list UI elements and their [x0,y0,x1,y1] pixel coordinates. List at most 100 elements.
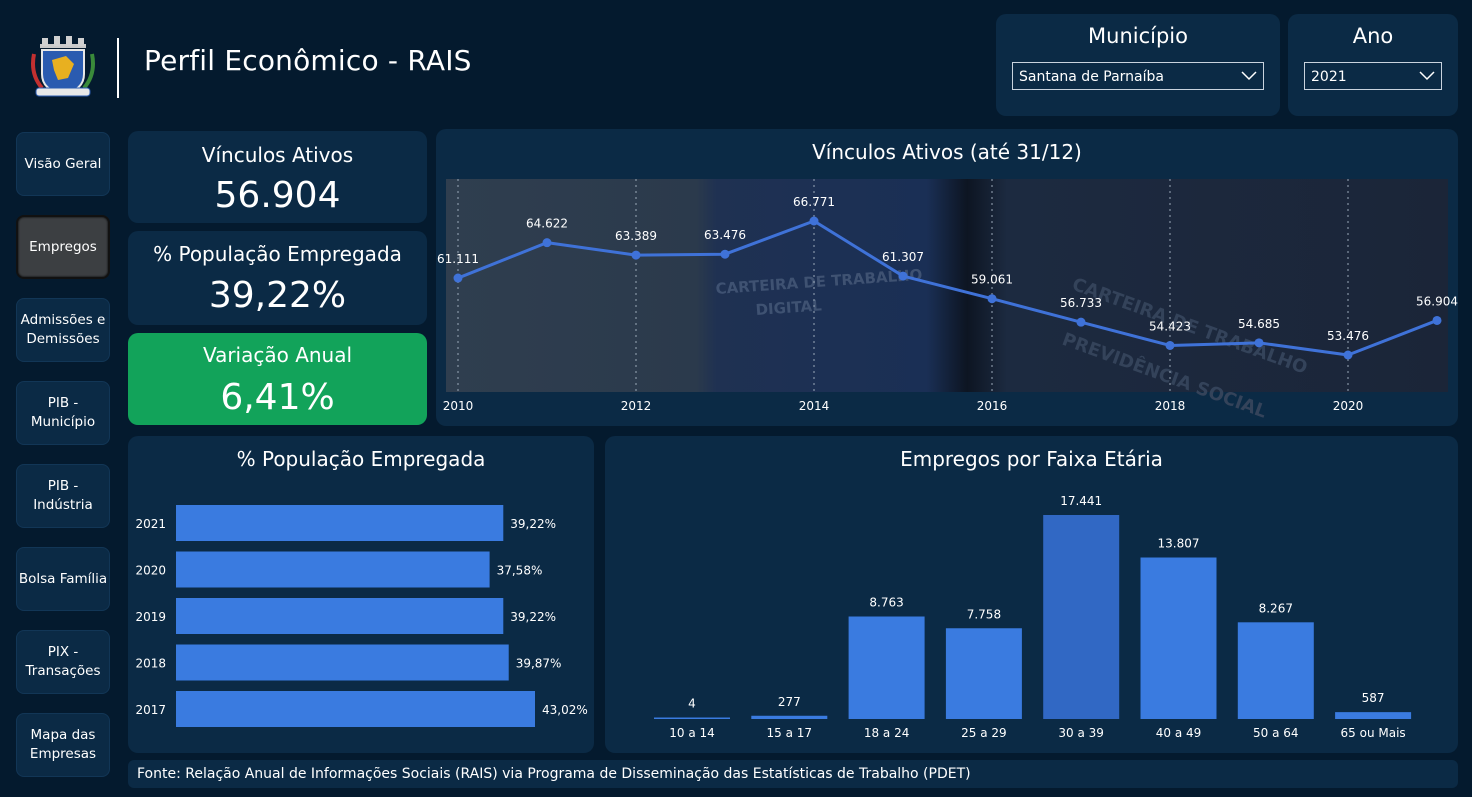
data-label: 277 [778,695,801,709]
x-tick-label: 30 a 39 [1058,726,1104,740]
data-label: 37,58% [497,564,543,578]
x-tick-label: 2012 [621,399,652,413]
ano-filter-label: Ano [1352,24,1394,48]
nav-visao-geral[interactable]: Visão Geral [16,132,110,196]
line-chart-title: Vínculos Ativos (até 31/12) [812,140,1082,164]
bar [1335,712,1412,719]
bar [654,717,730,719]
chevron-down-icon [1241,71,1257,81]
data-label: 13.807 [1158,537,1200,551]
data-label: 7.758 [967,607,1001,621]
nav-pix-transacoes[interactable]: PIX - Transações [16,630,110,694]
y-tick-label: 2017 [135,703,166,717]
data-point [809,216,819,226]
data-point [631,250,641,260]
x-tick-label: 40 a 49 [1156,726,1202,740]
kpi-variacao-card: Variação Anual 6,41% [128,333,427,425]
data-point [1432,315,1442,325]
data-point [720,249,730,259]
page-title: Perfil Econômico - RAIS [144,44,472,77]
bar [751,715,828,719]
background-photo-text: DIGITAL [755,296,823,319]
nav-pib-municipio[interactable]: PIB - Município [16,381,110,445]
line-chart-background-photo [446,179,1448,392]
kpi-populacao-label: % População Empregada [153,242,402,266]
data-point [1254,338,1264,348]
kpi-vinculos-card: Vínculos Ativos 56.904 [128,131,427,223]
hbar-chart-title: % População Empregada [236,447,486,471]
data-label: 587 [1362,691,1385,705]
ano-dropdown[interactable]: 2021 [1304,62,1442,90]
vinculos-line-chart: CARTEIRA DE TRABALHO DIGITAL CARTEIRA DE… [437,179,1458,423]
faixa-etaria-bar-chart-panel: Empregos por Faixa Etária 4 10 a 14 277 15 … [605,436,1458,753]
vinculos-line-chart-panel: Vínculos Ativos (até 31/12) CARTEIRA DE … [436,129,1458,426]
kpi-vinculos-value: 56.904 [214,175,341,216]
bar [176,598,504,634]
kpi-populacao-value: 39,22% [208,275,347,316]
x-tick-label: 2016 [977,399,1008,413]
ano-selected-value: 2021 [1311,69,1347,85]
data-label: 43,02% [542,703,588,717]
y-tick-label: 2018 [135,657,166,671]
bar [1140,557,1217,719]
bar [176,505,504,541]
nav-pib-industria[interactable]: PIB - Indústria [16,464,110,528]
municipio-filter: Município Santana de Parnaíba [996,14,1280,116]
bar [1237,622,1314,719]
data-point [987,294,997,304]
bar [176,644,509,681]
data-label: 53.476 [1327,329,1369,343]
header-divider [117,38,119,98]
y-tick-label: 2019 [135,610,166,624]
x-tick-label: 2010 [443,399,474,413]
data-point [898,271,908,281]
bar [1043,515,1120,719]
vinculos-series-line [457,219,1438,357]
faixa-etaria-bar-chart: 4 10 a 14 277 15 a 17 8.763 18 a 24 7.758 25 a … [654,494,1412,740]
data-point [542,238,552,248]
x-tick-label: 2018 [1155,399,1186,413]
data-label: 61.307 [882,250,924,264]
bar [176,691,535,727]
x-tick-label: 10 a 14 [669,726,715,740]
x-tick-label: 18 a 24 [864,726,910,740]
data-label: 54.423 [1149,319,1191,333]
data-label: 56.733 [1060,296,1102,310]
vbar-chart-title: Empregos por Faixa Etária [900,447,1163,471]
data-label: 56.904 [1416,294,1458,308]
data-point [1343,350,1353,360]
nav-mapa-empresas[interactable]: Mapa das Empresas [16,713,110,777]
municipio-dropdown[interactable]: Santana de Parnaíba [1012,62,1264,90]
bar [945,628,1022,719]
x-tick-label: 2020 [1333,399,1364,413]
data-label: 59.061 [971,273,1013,287]
populacao-bar-chart: 2021 39,22% 2020 37,58% 2019 39,22% 2018 39,87%… [135,505,588,727]
data-label: 66.771 [793,195,835,209]
nav-empregos[interactable]: Empregos [16,215,110,279]
data-label: 17.441 [1060,494,1102,508]
nav-admissoes-demissoes[interactable]: Admissões e Demissões [16,298,110,362]
source-note: Fonte: Relação Anual de Informações Soci… [128,760,1458,788]
kpi-variacao-value: 6,41% [220,377,335,418]
data-label: 63.389 [615,229,657,243]
kpi-populacao-card: % População Empregada 39,22% [128,231,427,325]
y-tick-label: 2021 [135,517,166,531]
municipal-coat-of-arms-logo [28,34,98,98]
data-label: 54.685 [1238,317,1280,331]
data-label: 39,87% [516,657,562,671]
x-tick-label: 15 a 17 [767,726,813,740]
data-label: 64.622 [526,217,568,231]
kpi-variacao-label: Variação Anual [202,343,353,367]
municipio-selected-value: Santana de Parnaíba [1019,69,1164,85]
data-label: 39,22% [510,610,556,624]
data-point [1165,340,1175,350]
header: Perfil Econômico - RAIS [0,0,980,120]
kpi-vinculos-label: Vínculos Ativos [201,143,354,167]
bar [176,551,490,588]
municipio-filter-label: Município [1088,24,1188,48]
data-label: 61.111 [437,252,479,266]
data-label: 63.476 [704,228,746,242]
nav-bolsa-familia[interactable]: Bolsa Família [16,547,110,611]
data-point [453,273,463,283]
x-tick-label: 65 ou Mais [1341,726,1406,740]
